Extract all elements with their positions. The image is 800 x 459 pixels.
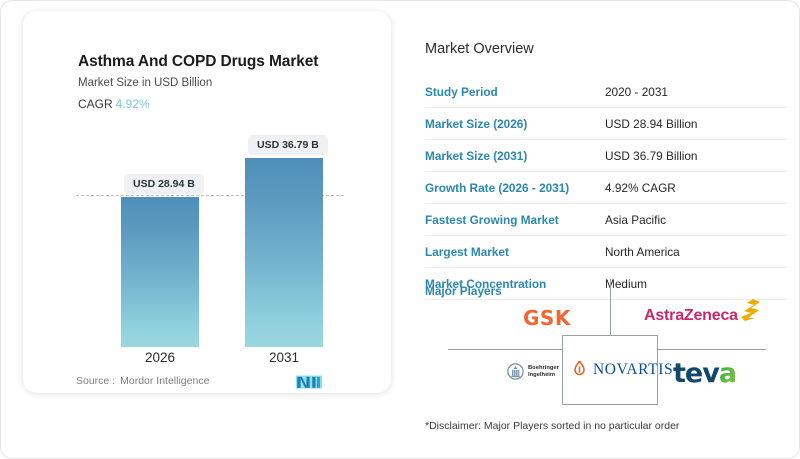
astrazeneca-wordmark: AstraZeneca — [644, 307, 738, 324]
major-players-logo-grid: GSK AstraZeneca Boehringer Ingelheim — [425, 279, 787, 407]
row-key: Largest Market — [425, 244, 509, 259]
table-row: Market Concentration Medium — [425, 268, 787, 300]
row-value: North America — [605, 244, 680, 259]
boehringer-wordmark: Boehringer Ingelheim — [528, 365, 559, 379]
gsk-logo: GSK — [523, 306, 571, 330]
chart-subtitle: Market Size in USD Billion — [78, 77, 213, 89]
astrazeneca-logo: AstraZeneca — [644, 299, 761, 325]
grid-center-box — [562, 335, 658, 405]
source-label: Source : — [76, 375, 116, 387]
grid-line-horizontal-left — [448, 349, 563, 350]
chart-card: Asthma And COPD Drugs Market Market Size… — [23, 11, 391, 393]
row-key: Fastest Growing Market — [425, 212, 559, 227]
bar-data-label-2026: USD 28.94 B — [124, 174, 204, 194]
novartis-wordmark: NOVARTIS — [593, 361, 674, 378]
disclaimer-text: *Disclaimer: Major Players sorted in no … — [425, 420, 680, 432]
teva-wordmark-part2: a — [718, 358, 737, 389]
row-value: 2020 - 2031 — [605, 84, 668, 99]
astrazeneca-ribbon-icon — [740, 299, 760, 321]
cagr-label: CAGR — [78, 97, 113, 111]
teva-wordmark-part1: tev — [673, 358, 720, 389]
table-row: Market Size (2026) USD 28.94 Billion — [425, 108, 787, 140]
row-value: Medium — [605, 276, 647, 291]
bar-2031 — [245, 158, 323, 347]
source-name: Mordor Intelligence — [120, 375, 210, 387]
row-key: Market Size (2026) — [425, 116, 528, 131]
table-row: Fastest Growing Market Asia Pacific — [425, 204, 787, 236]
table-row: Study Period 2020 - 2031 — [425, 76, 787, 108]
grid-line-vertical-top — [610, 279, 611, 335]
bar-data-label-2031: USD 36.79 B — [248, 135, 328, 155]
row-value: USD 28.94 Billion — [605, 116, 698, 131]
table-row: Growth Rate (2026 - 2031) 4.92% CAGR — [425, 172, 787, 204]
overview-title: Market Overview — [425, 41, 534, 57]
boehringer-emblem-icon — [507, 363, 524, 380]
row-value: USD 36.79 Billion — [605, 148, 698, 163]
mordor-intelligence-logo-icon — [296, 375, 322, 389]
source-line: Source : Mordor Intelligence — [76, 375, 209, 387]
bar-2026 — [121, 197, 199, 347]
chart-cagr: CAGR 4.92% — [78, 97, 150, 111]
major-players-label: Major Players — [425, 284, 502, 298]
row-value: 4.92% CAGR — [605, 180, 676, 195]
bar-chart-plot: USD 28.94 B 2026 USD 36.79 B 2031 — [23, 11, 391, 393]
table-row: Largest Market North America — [425, 236, 787, 268]
cagr-value: 4.92% — [115, 97, 150, 111]
row-key: Market Concentration — [425, 276, 547, 291]
novartis-logo: NOVARTIS — [573, 361, 673, 379]
chart-title: Asthma And COPD Drugs Market — [78, 53, 319, 70]
row-key: Market Size (2031) — [425, 148, 528, 163]
teva-logo: teva — [673, 358, 737, 389]
table-row: Market Size (2031) USD 36.79 Billion — [425, 140, 787, 172]
reference-dashed-line — [76, 195, 344, 196]
novartis-flame-icon — [574, 361, 585, 376]
boehringer-ingelheim-logo: Boehringer Ingelheim — [507, 363, 559, 380]
x-axis-tick-2026: 2026 — [144, 350, 176, 365]
row-key: Study Period — [425, 84, 498, 99]
market-overview-panel: Market Overview Study Period 2020 - 2031… — [425, 41, 787, 300]
row-value: Asia Pacific — [605, 212, 666, 227]
row-key: Growth Rate (2026 - 2031) — [425, 180, 570, 195]
overview-table: Study Period 2020 - 2031 Market Size (20… — [425, 76, 787, 300]
boehringer-line1: Boehringer — [528, 364, 559, 371]
x-axis-tick-2031: 2031 — [268, 350, 300, 365]
boehringer-line2: Ingelheim — [528, 371, 556, 378]
grid-line-horizontal-right — [658, 349, 766, 350]
